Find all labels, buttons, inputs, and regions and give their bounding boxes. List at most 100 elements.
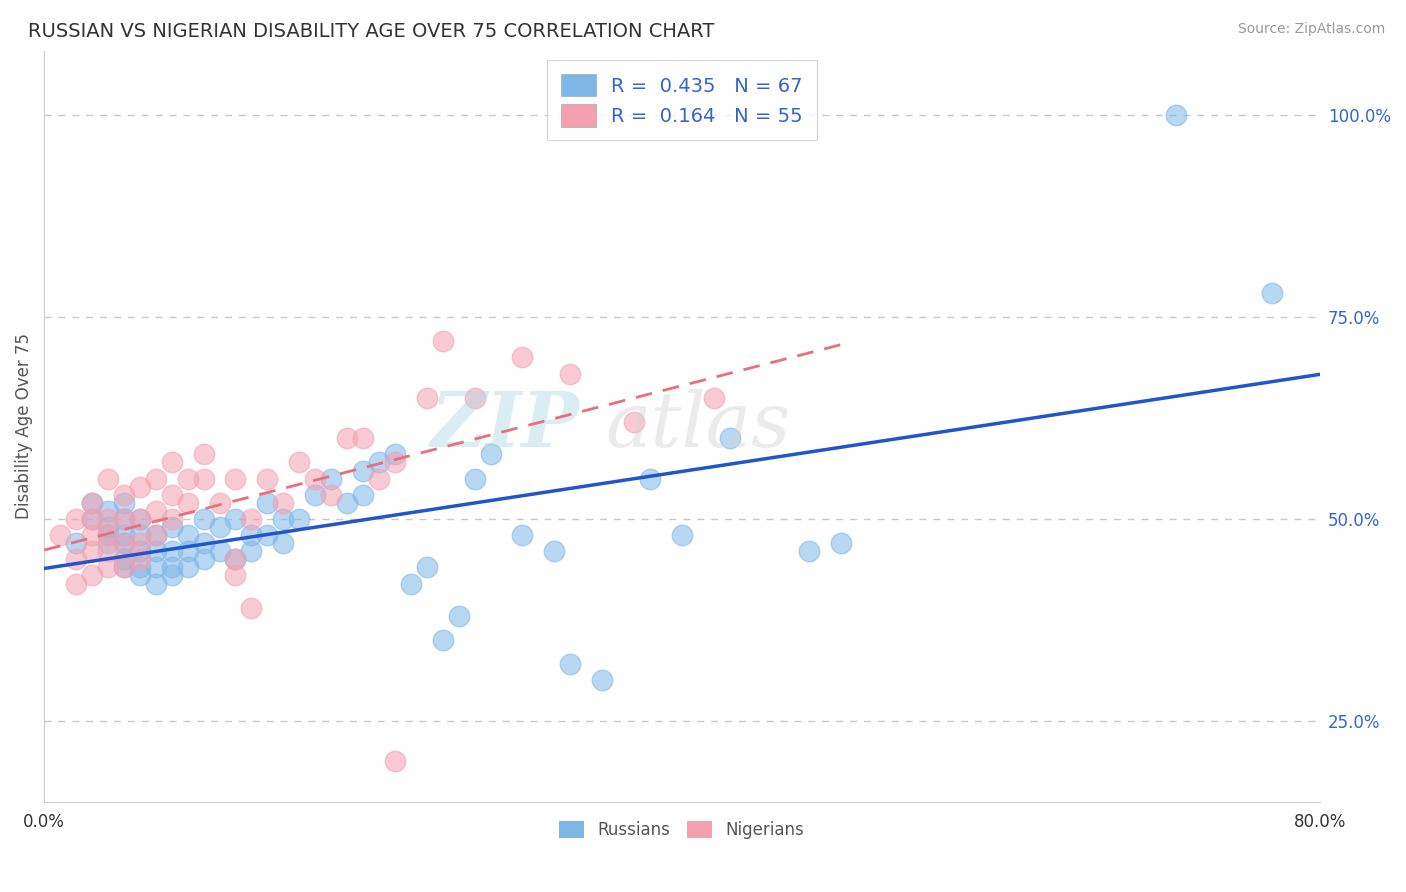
Point — [368, 472, 391, 486]
Point — [464, 472, 486, 486]
Point — [112, 528, 135, 542]
Point — [145, 472, 167, 486]
Point — [145, 560, 167, 574]
Point — [512, 351, 534, 365]
Point — [97, 520, 120, 534]
Point — [208, 520, 231, 534]
Point — [799, 544, 821, 558]
Point — [224, 472, 246, 486]
Point — [128, 560, 150, 574]
Point — [288, 455, 311, 469]
Point — [447, 608, 470, 623]
Point — [240, 600, 263, 615]
Point — [112, 512, 135, 526]
Point — [703, 391, 725, 405]
Point — [176, 496, 198, 510]
Point — [65, 576, 87, 591]
Point — [128, 552, 150, 566]
Point — [97, 528, 120, 542]
Point — [271, 512, 294, 526]
Point — [160, 568, 183, 582]
Point — [193, 552, 215, 566]
Point — [80, 496, 103, 510]
Point — [830, 536, 852, 550]
Point — [145, 528, 167, 542]
Text: ZIP: ZIP — [432, 389, 579, 463]
Point — [112, 536, 135, 550]
Point — [352, 488, 374, 502]
Point — [160, 544, 183, 558]
Point — [336, 431, 359, 445]
Point — [112, 560, 135, 574]
Point — [97, 512, 120, 526]
Point — [112, 552, 135, 566]
Point — [304, 472, 326, 486]
Point — [80, 568, 103, 582]
Point — [145, 544, 167, 558]
Point — [160, 512, 183, 526]
Point — [718, 431, 741, 445]
Point — [160, 560, 183, 574]
Point — [271, 496, 294, 510]
Point — [128, 528, 150, 542]
Text: Source: ZipAtlas.com: Source: ZipAtlas.com — [1237, 22, 1385, 37]
Point — [416, 560, 439, 574]
Point — [145, 528, 167, 542]
Point — [240, 528, 263, 542]
Point — [176, 544, 198, 558]
Point — [256, 496, 278, 510]
Point — [319, 472, 342, 486]
Point — [160, 520, 183, 534]
Point — [543, 544, 565, 558]
Point — [145, 504, 167, 518]
Point — [145, 576, 167, 591]
Point — [160, 488, 183, 502]
Point — [193, 447, 215, 461]
Point — [256, 528, 278, 542]
Point — [560, 657, 582, 672]
Point — [399, 576, 422, 591]
Point — [65, 552, 87, 566]
Point — [97, 472, 120, 486]
Point — [336, 496, 359, 510]
Point — [97, 504, 120, 518]
Point — [352, 464, 374, 478]
Point — [112, 496, 135, 510]
Point — [128, 512, 150, 526]
Point — [416, 391, 439, 405]
Point — [80, 528, 103, 542]
Point — [128, 512, 150, 526]
Point — [208, 496, 231, 510]
Point — [256, 472, 278, 486]
Legend: Russians, Nigerians: Russians, Nigerians — [553, 814, 811, 846]
Point — [112, 512, 135, 526]
Point — [512, 528, 534, 542]
Point — [1261, 285, 1284, 300]
Point — [384, 447, 406, 461]
Point — [176, 472, 198, 486]
Point — [479, 447, 502, 461]
Point — [80, 512, 103, 526]
Point — [319, 488, 342, 502]
Point — [128, 568, 150, 582]
Text: atlas: atlas — [606, 389, 790, 463]
Point — [97, 544, 120, 558]
Point — [112, 488, 135, 502]
Text: RUSSIAN VS NIGERIAN DISABILITY AGE OVER 75 CORRELATION CHART: RUSSIAN VS NIGERIAN DISABILITY AGE OVER … — [28, 22, 714, 41]
Point — [97, 528, 120, 542]
Point — [193, 512, 215, 526]
Point — [288, 512, 311, 526]
Point — [432, 334, 454, 349]
Point — [464, 391, 486, 405]
Y-axis label: Disability Age Over 75: Disability Age Over 75 — [15, 333, 32, 519]
Point — [80, 496, 103, 510]
Point — [128, 480, 150, 494]
Point — [224, 568, 246, 582]
Point — [352, 431, 374, 445]
Point — [591, 673, 613, 688]
Point — [368, 455, 391, 469]
Point — [224, 552, 246, 566]
Point — [384, 754, 406, 768]
Point — [49, 528, 72, 542]
Point — [208, 544, 231, 558]
